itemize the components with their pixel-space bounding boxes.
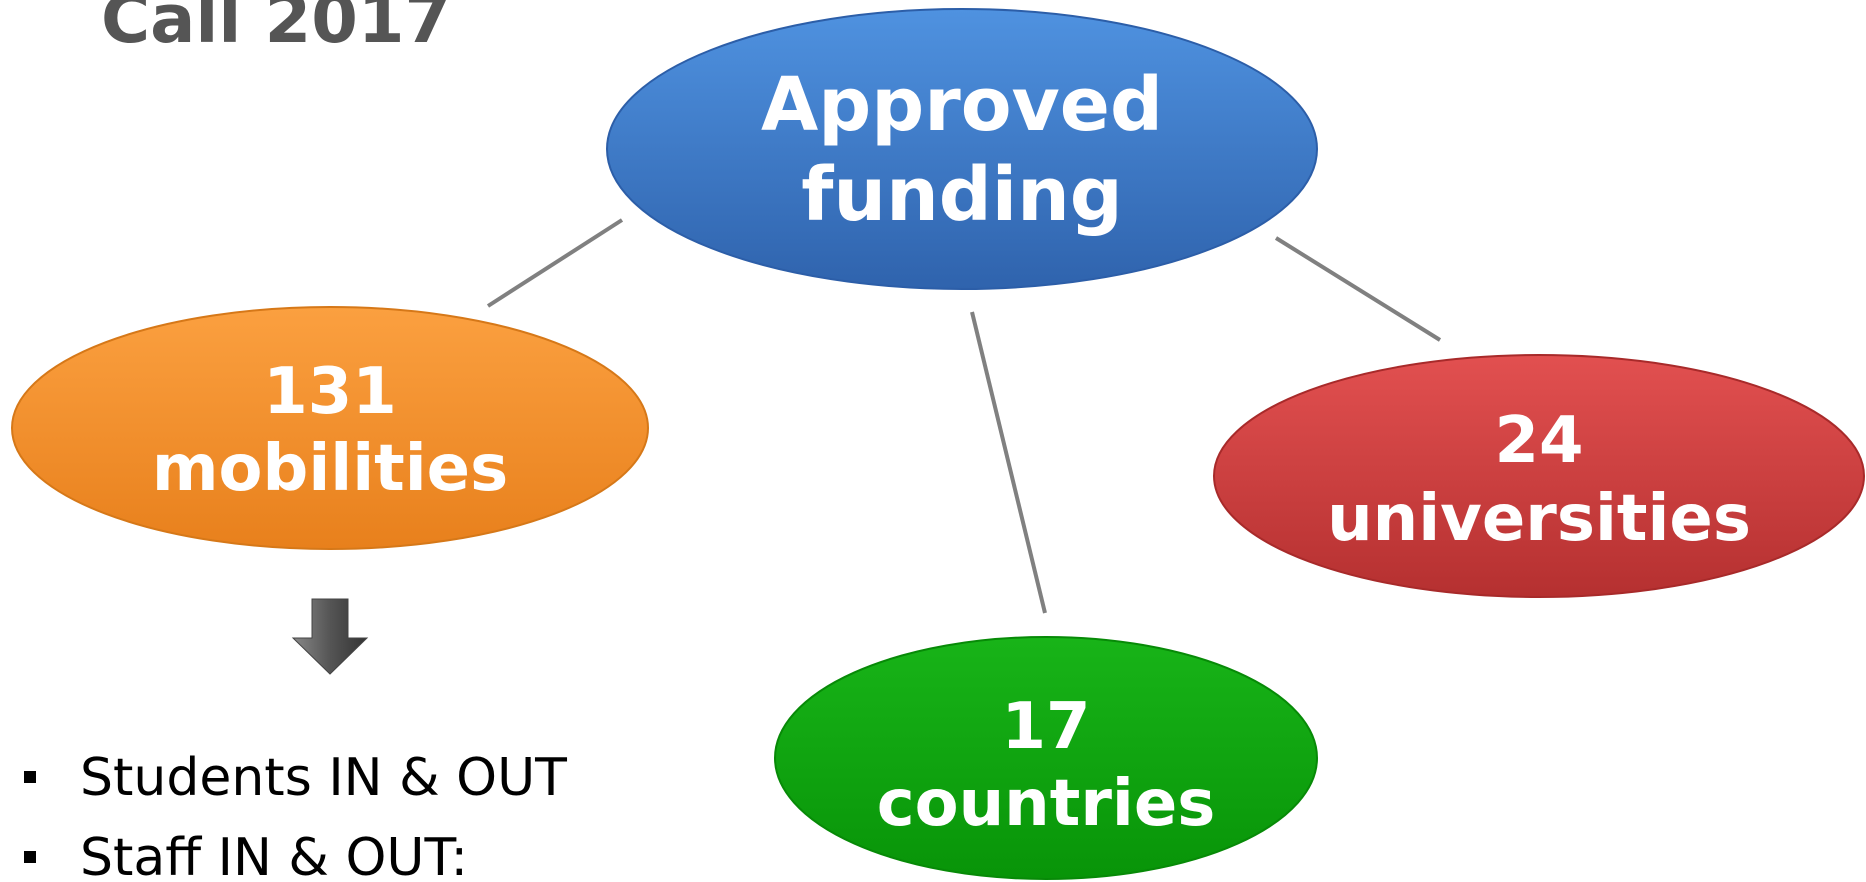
node-label: funding <box>801 152 1123 238</box>
node-ellipse <box>606 8 1318 290</box>
bullet-text: Staff IN & OUT: <box>80 828 468 882</box>
title: Call 2017 <box>101 0 451 58</box>
node-label: Approved <box>761 62 1163 148</box>
node-label: 17 <box>1001 690 1090 764</box>
bullet-marker <box>24 851 36 863</box>
bullet-text: Students IN & OUT <box>80 748 567 808</box>
node-label: 24 <box>1494 404 1583 478</box>
connector <box>486 218 624 308</box>
node-label: mobilities <box>152 432 508 506</box>
connector <box>970 311 1047 614</box>
node-ellipse <box>11 306 649 550</box>
node-ellipse <box>1213 354 1865 598</box>
node-label: countries <box>877 767 1216 841</box>
node-ellipse <box>774 636 1318 880</box>
connectors <box>486 218 1442 614</box>
bullet-marker <box>24 771 36 783</box>
down-arrow <box>291 598 369 675</box>
node-label: 131 <box>263 355 397 429</box>
node-label: universities <box>1327 482 1751 556</box>
connector <box>1274 236 1442 342</box>
